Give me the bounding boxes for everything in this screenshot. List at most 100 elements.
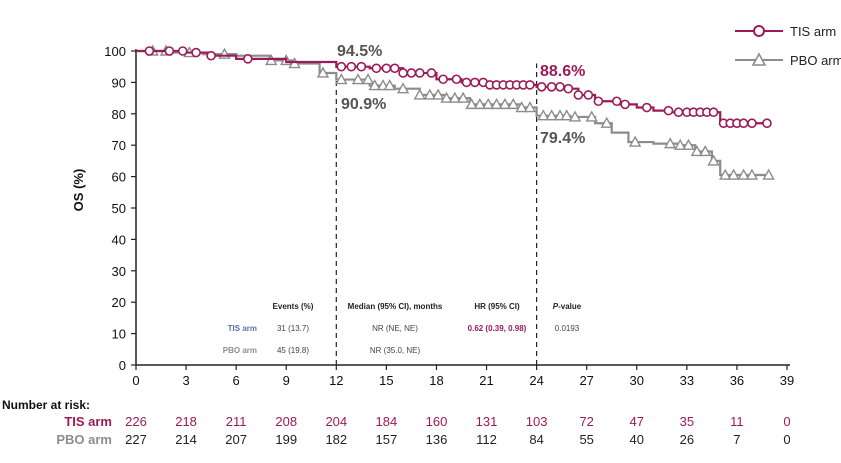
- risk-title: Number at risk:: [2, 398, 90, 412]
- censor-mark-tis: [144, 46, 155, 56]
- annotation-88-6: 88.6%: [540, 63, 585, 80]
- x-tick-label: 36: [730, 373, 744, 388]
- x-tick-label: 27: [579, 373, 593, 388]
- risk-value-pbo: 227: [125, 432, 147, 447]
- y-tick-label: 80: [112, 107, 126, 122]
- censor-mark-pbo: [448, 91, 462, 103]
- x-tick-label: 3: [182, 373, 189, 388]
- censor-mark-tis: [525, 80, 535, 90]
- y-tick-label: 90: [112, 75, 126, 90]
- censor-mark-pbo: [568, 110, 582, 122]
- risk-value-tis: 208: [275, 414, 297, 429]
- censor-mark-pbo: [745, 168, 759, 180]
- censor-mark-pbo: [431, 88, 445, 100]
- x-tick-label: 6: [233, 373, 240, 388]
- stats-row-pbo-label: PBO arm: [223, 346, 257, 355]
- censor-mark-tis: [747, 118, 757, 129]
- x-tick-label: 33: [680, 373, 694, 388]
- censor-mark-tis: [414, 68, 425, 78]
- censor-mark-pbo: [423, 88, 436, 100]
- annotation-94-5: 94.5%: [337, 43, 382, 60]
- risk-value-pbo: 7: [733, 432, 740, 447]
- censor-mark-tis: [546, 81, 557, 92]
- censor-mark-pbo: [473, 97, 487, 110]
- censor-mark-tis: [641, 102, 652, 113]
- censor-mark-tis: [708, 107, 719, 118]
- censor-mark-pbo: [690, 145, 704, 157]
- censor-mark-pbo: [727, 168, 740, 180]
- censor-mark-pbo: [545, 109, 558, 121]
- x-tick-label: 15: [379, 373, 393, 388]
- censor-mark-pbo: [498, 97, 512, 110]
- censor-mark-tis: [673, 107, 684, 118]
- risk-value-tis: 160: [426, 414, 448, 429]
- censor-mark-tis: [406, 68, 417, 78]
- risk-value-tis: 226: [125, 414, 147, 429]
- risk-value-tis: 35: [680, 414, 694, 429]
- risk-value-tis: 204: [325, 414, 347, 429]
- stats-row-pbo-events: 45 (19.8): [277, 346, 309, 355]
- censor-mark-pbo: [507, 97, 520, 110]
- risk-value-pbo: 207: [225, 432, 247, 447]
- censor-mark-pbo: [585, 110, 598, 122]
- x-tick-label: 24: [529, 373, 543, 388]
- x-tick-label: 12: [329, 373, 343, 388]
- series-layer: [136, 44, 775, 180]
- risk-value-pbo: 26: [680, 432, 694, 447]
- censor-mark-tis: [738, 118, 749, 129]
- risk-value-pbo: 112: [476, 432, 497, 447]
- risk-value-pbo: 84: [529, 432, 543, 447]
- censor-mark-pbo: [490, 97, 503, 110]
- censor-mark-tis: [346, 61, 357, 72]
- censor-mark-tis: [461, 77, 472, 88]
- censor-mark-tis: [611, 96, 622, 107]
- risk-value-tis: 131: [476, 414, 498, 429]
- censor-mark-pbo: [515, 101, 528, 113]
- risk-value-tis: 211: [226, 414, 247, 429]
- censor-mark-tis: [470, 77, 480, 88]
- censor-mark-pbo: [413, 88, 426, 100]
- risk-value-pbo: 40: [630, 432, 644, 447]
- y-tick-label: 60: [112, 170, 126, 185]
- legend: TIS arm PBO arm: [735, 24, 841, 68]
- censor-mark-tis: [191, 47, 201, 58]
- censor-mark-tis: [762, 118, 772, 129]
- x-tick-label: 39: [780, 373, 794, 388]
- censor-mark-tis: [371, 63, 382, 74]
- stats-header-pvalue: P-value: [553, 302, 582, 311]
- y-tick-label: 40: [112, 232, 126, 247]
- stats-header-hr: HR (95% CI): [474, 302, 520, 311]
- risk-row-tis-label: TIS arm: [64, 414, 112, 429]
- censor-mark-pbo: [600, 116, 613, 128]
- censor-mark-pbo: [699, 145, 712, 157]
- censor-mark-pbo: [316, 66, 330, 78]
- censor-mark-pbo: [707, 154, 720, 166]
- censor-mark-tis: [426, 68, 437, 78]
- y-tick-label: 50: [112, 201, 126, 216]
- censor-mark-tis: [563, 83, 574, 94]
- censor-mark-pbo: [719, 168, 732, 180]
- risk-value-pbo: 199: [275, 432, 297, 447]
- risk-values: 226 218 211 208 204 184 160 131 103 72 47 35 11 0 227 2…: [125, 414, 790, 447]
- stats-table: Events (%) Median (95% CI), months HR (9…: [223, 302, 582, 355]
- risk-value-tis: 184: [376, 414, 398, 429]
- censor-mark-tis: [381, 63, 392, 74]
- y-tick-label: 100: [104, 44, 126, 59]
- legend-pbo-label: PBO arm: [790, 53, 841, 68]
- risk-value-tis: 47: [630, 414, 644, 429]
- pvalue-rest: -value: [558, 302, 582, 311]
- y-tick-label: 10: [112, 327, 126, 342]
- censor-mark-tis: [398, 68, 408, 78]
- censor-mark-tis: [389, 63, 400, 74]
- censor-mark-pbo: [351, 73, 365, 85]
- annotation-79-4: 79.4%: [540, 130, 585, 147]
- censor-mark-tis: [164, 46, 175, 56]
- censor-mark-pbo: [663, 137, 677, 149]
- risk-value-pbo: 157: [376, 432, 398, 447]
- y-axis-label: OS (%): [71, 169, 86, 212]
- stats-row-pbo-median: NR (35.0, NE): [370, 346, 421, 355]
- stats-row-tis-label: TIS arm: [228, 324, 257, 333]
- censor-mark-tis: [573, 90, 584, 100]
- censor-mark-pbo: [440, 91, 453, 103]
